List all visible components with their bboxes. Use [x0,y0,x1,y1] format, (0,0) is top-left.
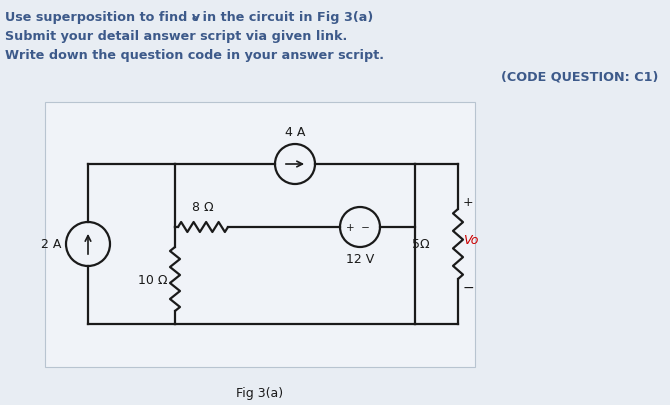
Text: Write down the question code in your answer script.: Write down the question code in your ans… [5,49,384,62]
Text: +  −: + − [346,222,370,232]
Text: Submit your detail answer script via given link.: Submit your detail answer script via giv… [5,30,347,43]
Text: +: + [463,195,474,208]
Text: in the circuit in Fig 3(a): in the circuit in Fig 3(a) [198,11,373,24]
Text: o: o [192,14,198,23]
Text: 4 A: 4 A [285,126,306,139]
Text: Fig 3(a): Fig 3(a) [237,386,283,399]
FancyBboxPatch shape [45,103,475,367]
Text: (CODE QUESTION: C1): (CODE QUESTION: C1) [500,70,658,83]
Text: 2 A: 2 A [41,238,61,251]
Text: 10 Ω: 10 Ω [137,273,167,286]
Text: −: − [463,280,474,294]
Text: 5Ω: 5Ω [412,238,430,251]
Text: Use superposition to find v: Use superposition to find v [5,11,200,24]
Text: 8 Ω: 8 Ω [192,200,214,213]
Text: Vo: Vo [463,233,478,246]
Text: 12 V: 12 V [346,252,374,265]
